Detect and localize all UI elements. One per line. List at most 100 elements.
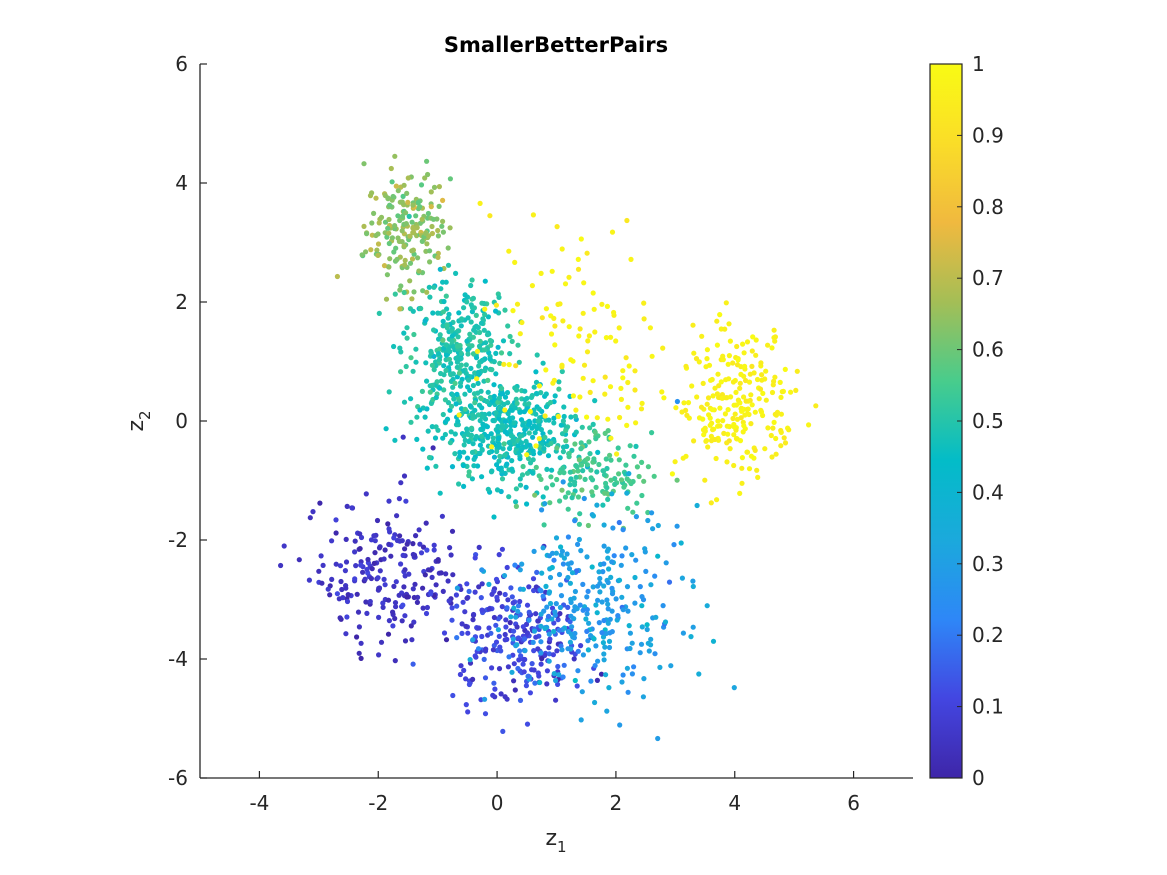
data-point [447, 225, 453, 231]
data-point [441, 630, 448, 636]
data-point [440, 337, 446, 343]
data-point [349, 505, 355, 511]
data-point [624, 584, 631, 590]
data-point [520, 463, 526, 470]
data-point [537, 679, 543, 686]
data-point [681, 400, 687, 406]
data-point [454, 603, 460, 609]
data-point [512, 259, 518, 265]
data-point [551, 671, 557, 677]
data-point [430, 216, 437, 222]
data-point [517, 482, 524, 488]
data-point [778, 394, 784, 400]
data-point [507, 407, 514, 413]
data-point [488, 342, 494, 348]
data-point [490, 692, 496, 698]
data-point [613, 338, 619, 344]
data-point [608, 334, 614, 340]
data-point [431, 327, 437, 333]
data-point [448, 403, 455, 409]
data-point [422, 414, 428, 420]
data-point [375, 252, 381, 258]
data-point [430, 445, 436, 451]
data-point [492, 686, 498, 692]
data-point [554, 476, 560, 483]
data-point [669, 471, 676, 477]
data-point [548, 474, 554, 480]
data-point [423, 230, 429, 237]
data-point [547, 574, 554, 581]
data-point [408, 419, 414, 425]
data-point [404, 325, 410, 331]
data-point [509, 466, 515, 472]
data-point [586, 439, 592, 445]
data-point [517, 409, 523, 415]
data-point [446, 311, 452, 317]
data-point [554, 445, 560, 451]
data-point [504, 605, 510, 611]
data-point [717, 423, 723, 429]
data-point [485, 389, 491, 395]
data-point [524, 470, 531, 476]
data-point [769, 389, 776, 396]
data-point [542, 434, 548, 440]
data-point [386, 618, 392, 624]
data-point [540, 494, 546, 500]
data-point [515, 443, 521, 449]
data-point [537, 450, 543, 456]
data-point [481, 327, 487, 333]
data-point [565, 604, 571, 611]
data-point [543, 367, 549, 373]
data-point [538, 661, 544, 667]
data-point [466, 588, 472, 595]
data-point [433, 424, 439, 430]
data-point [431, 367, 437, 373]
data-point [437, 490, 443, 496]
data-point [385, 631, 392, 637]
data-point [478, 396, 484, 402]
data-point [605, 496, 611, 502]
data-point [402, 546, 408, 552]
data-point [470, 617, 476, 623]
colorbar-tick-label: 0.4 [972, 480, 1004, 504]
data-point [601, 651, 607, 657]
data-point [526, 584, 532, 590]
data-point [696, 415, 703, 421]
data-point [696, 671, 702, 677]
data-point [535, 618, 541, 624]
data-point [463, 676, 469, 682]
data-point [310, 509, 316, 515]
data-point [327, 592, 333, 598]
data-point [709, 407, 715, 413]
data-point [632, 574, 638, 581]
data-point [404, 190, 410, 196]
data-point [544, 466, 550, 472]
data-point [599, 301, 605, 307]
data-point [605, 601, 611, 607]
data-point [418, 550, 425, 556]
data-point [502, 418, 509, 424]
data-point [449, 605, 455, 611]
data-point [526, 430, 532, 436]
data-point [468, 282, 474, 289]
data-point [708, 433, 715, 439]
data-point [418, 182, 425, 188]
data-point [638, 641, 645, 647]
data-point [508, 614, 514, 620]
data-point [601, 583, 607, 589]
data-point [426, 284, 432, 290]
data-point [509, 458, 515, 464]
data-point [443, 352, 450, 358]
data-point [491, 382, 497, 388]
data-point [533, 443, 539, 449]
data-point [494, 594, 500, 601]
data-point [806, 422, 812, 428]
data-point [428, 591, 434, 597]
data-point [494, 487, 501, 493]
data-point [731, 424, 737, 430]
data-point [486, 625, 492, 631]
data-point [746, 466, 753, 472]
data-point [463, 623, 469, 629]
data-point [763, 397, 769, 403]
data-point [568, 414, 574, 420]
